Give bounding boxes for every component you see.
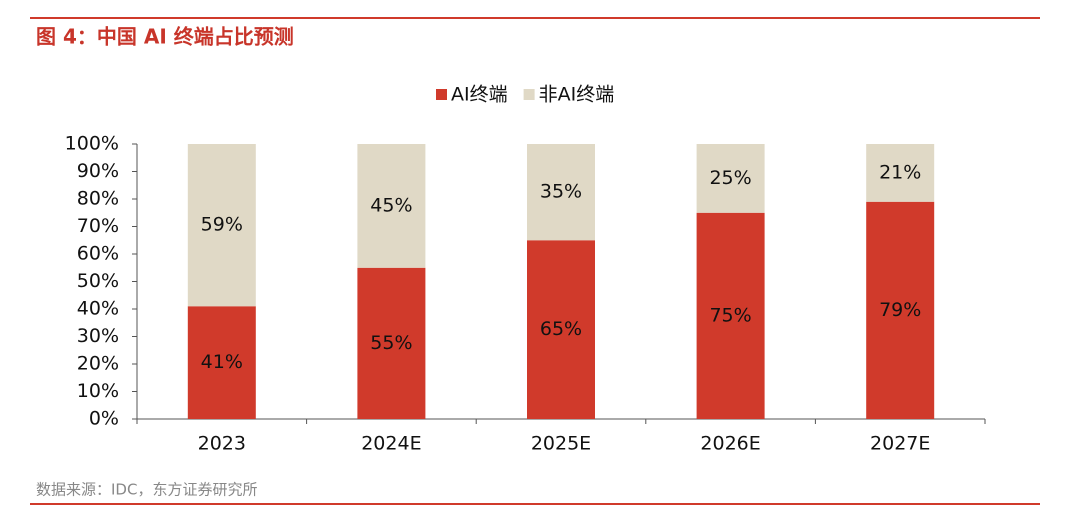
x-tick-label: 2023 — [198, 433, 246, 455]
value-label: 45% — [370, 194, 412, 216]
bar-segment — [696, 144, 765, 213]
legend-label: 非AI终端 — [539, 84, 615, 106]
value-label: 55% — [370, 332, 412, 354]
y-tick-label: 50% — [77, 270, 119, 292]
y-tick-label: 100% — [65, 133, 119, 155]
x-tick-label: 2026E — [700, 433, 760, 455]
y-tick-label: 0% — [89, 408, 119, 430]
y-tick-label: 60% — [77, 243, 119, 265]
x-tick-label: 2025E — [531, 433, 591, 455]
bar-segment — [866, 201, 935, 419]
y-tick-label: 40% — [77, 298, 119, 320]
y-tick-label: 10% — [77, 380, 119, 402]
value-label: 79% — [879, 299, 921, 321]
value-label: 75% — [709, 304, 751, 326]
legend-swatch — [436, 89, 447, 100]
bar-segment — [866, 144, 935, 202]
y-tick-label: 80% — [77, 188, 119, 210]
bar-segment — [357, 267, 426, 419]
y-tick-label: 70% — [77, 215, 119, 237]
value-label: 25% — [709, 167, 751, 189]
value-label: 59% — [201, 214, 243, 236]
y-tick-label: 90% — [77, 160, 119, 182]
bar-segment — [527, 144, 595, 241]
source-note: 数据来源：IDC，东方证券研究所 — [36, 481, 257, 499]
chart-title: 图 4：中国 AI 终端占比预测 — [36, 25, 294, 49]
legend-swatch — [523, 89, 535, 100]
bar-segment — [187, 144, 256, 307]
legend-label: AI终端 — [451, 84, 508, 106]
value-label: 65% — [540, 318, 582, 340]
bar-segment — [357, 144, 426, 268]
y-tick-label: 20% — [77, 353, 119, 375]
x-tick-label: 2024E — [361, 433, 421, 455]
bar-segment — [187, 306, 256, 419]
y-tick-label: 30% — [77, 325, 119, 347]
bar-segment — [696, 212, 765, 419]
value-label: 35% — [540, 181, 582, 203]
x-tick-label: 2027E — [870, 433, 930, 455]
value-label: 21% — [879, 161, 921, 183]
value-label: 41% — [201, 351, 243, 373]
bar-segment — [527, 240, 595, 419]
